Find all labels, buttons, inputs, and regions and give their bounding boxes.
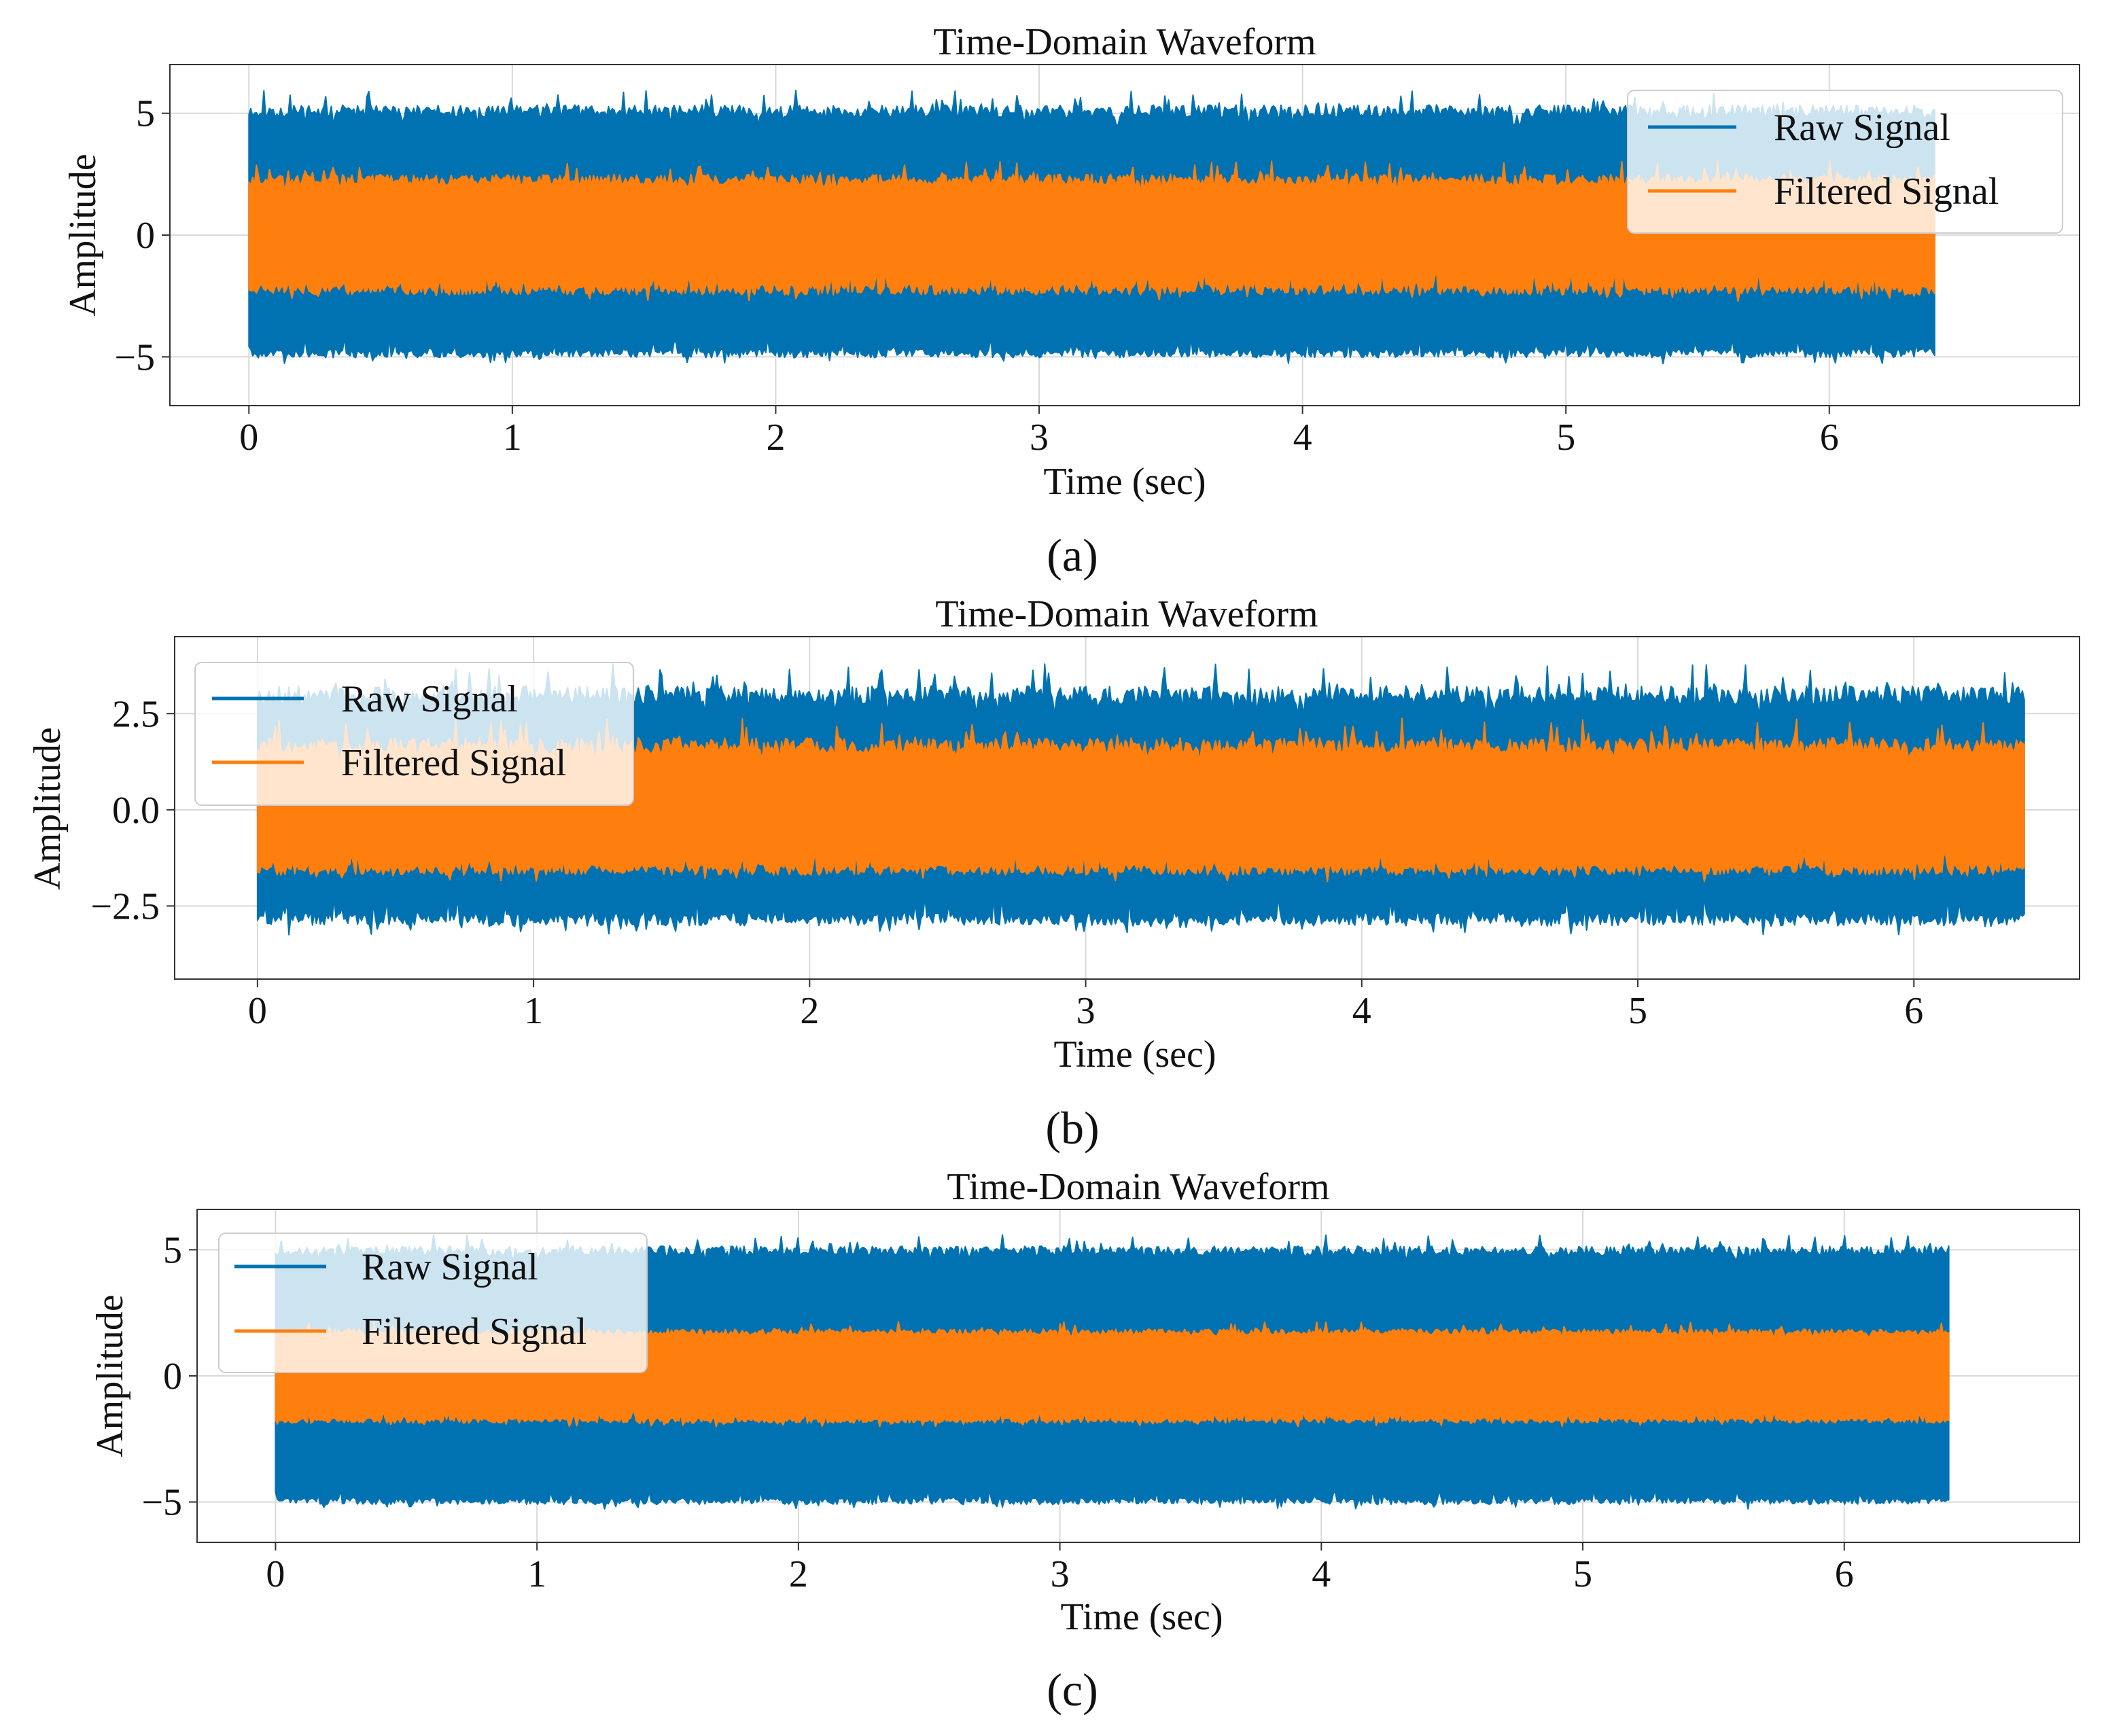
x-tick-label: 6: [1820, 417, 1839, 459]
x-tick-label: 1: [527, 1553, 546, 1595]
legend-label-raw: Raw Signal: [362, 1246, 538, 1288]
x-axis-label: Time (sec): [1043, 461, 1206, 503]
axis-ticks: 0 1 2 3 4 5 6 −5 0 5: [141, 1229, 1853, 1595]
y-tick-label: −2.5: [90, 885, 160, 927]
x-tick-label: 1: [524, 990, 543, 1032]
plot-area: [256, 663, 2025, 936]
legend-label-raw: Raw Signal: [341, 678, 518, 720]
legend-box: [194, 662, 634, 806]
y-axis-label: Amplitude: [89, 1294, 131, 1457]
x-tick-label: 5: [1573, 1553, 1592, 1595]
y-tick-label: −5: [114, 336, 155, 378]
axes-frame: [174, 636, 2080, 980]
x-tick-label: 4: [1312, 1553, 1331, 1595]
y-tick-label: 5: [163, 1229, 182, 1271]
chart-title: Time-Domain Waveform: [933, 21, 1316, 63]
plot-area: [248, 90, 1935, 365]
y-axis-label: Amplitude: [27, 727, 69, 890]
x-tick-label: 3: [1051, 1553, 1070, 1595]
legend: Raw Signal Filtered Signal: [194, 662, 634, 806]
x-tick-label: 4: [1293, 417, 1312, 459]
y-axis-label: Amplitude: [62, 154, 104, 317]
legend-label-raw: Raw Signal: [1774, 107, 1950, 149]
x-tick-label: 6: [1835, 1553, 1854, 1595]
y-tick-label: −5: [141, 1482, 182, 1524]
axis-ticks: 0 1 2 3 4 5 6 −2.5 0.0 2.5: [90, 693, 1923, 1032]
chart-title: Time-Domain Waveform: [935, 593, 1318, 635]
y-tick-label: 0: [136, 215, 155, 257]
chart-title: Time-Domain Waveform: [947, 1166, 1329, 1208]
chart-panel-c: 0 1 2 3 4 5 6 −5 0 5 Time-Domain Waveform Time (s…: [89, 1166, 2080, 1638]
x-axis-label: Time (sec): [1053, 1033, 1216, 1076]
x-tick-label: 3: [1076, 990, 1095, 1032]
legend: Raw Signal Filtered Signal: [1627, 90, 2063, 234]
chart-panel-a: 0 1 2 3 4 5 6 −5 0 5 Time-Domain Waveform Time (s…: [62, 21, 2080, 503]
y-tick-label: 5: [136, 93, 155, 135]
x-tick-label: 6: [1904, 990, 1923, 1032]
x-tick-label: 2: [766, 417, 785, 459]
axis-ticks: 0 1 2 3 4 5 6 −5 0 5: [114, 93, 1838, 459]
legend-label-filtered: Filtered Signal: [341, 742, 566, 784]
series-filtered-signal: [256, 718, 2025, 883]
x-tick-label: 0: [239, 417, 258, 459]
chart-panel-b: 0 1 2 3 4 5 6 −2.5 0.0 2.5 Time-Domain Waveform T…: [27, 593, 2080, 1076]
x-tick-label: 3: [1030, 417, 1049, 459]
x-axis-label: Time (sec): [1060, 1596, 1223, 1638]
y-tick-label: 0: [163, 1356, 182, 1398]
panel-label-b: (b): [1045, 1102, 1099, 1154]
legend-label-filtered: Filtered Signal: [362, 1311, 586, 1353]
legend: Raw Signal Filtered Signal: [218, 1233, 648, 1373]
y-tick-label: 2.5: [112, 693, 160, 735]
x-tick-label: 1: [503, 417, 522, 459]
panel-label-a: (a): [1047, 529, 1098, 581]
x-tick-label: 5: [1556, 417, 1575, 459]
x-tick-label: 0: [266, 1553, 285, 1595]
series-filtered-signal: [275, 1321, 1950, 1428]
x-tick-label: 0: [248, 990, 267, 1032]
series-filtered-signal: [248, 160, 1935, 302]
x-tick-label: 5: [1628, 990, 1647, 1032]
x-tick-label: 2: [789, 1553, 808, 1595]
x-tick-label: 4: [1352, 990, 1371, 1032]
y-tick-label: 0.0: [112, 790, 160, 832]
legend-label-filtered: Filtered Signal: [1774, 171, 1999, 213]
panel-label-c: (c): [1047, 1664, 1098, 1716]
x-tick-label: 2: [800, 990, 819, 1032]
plot-area: [275, 1234, 1950, 1510]
